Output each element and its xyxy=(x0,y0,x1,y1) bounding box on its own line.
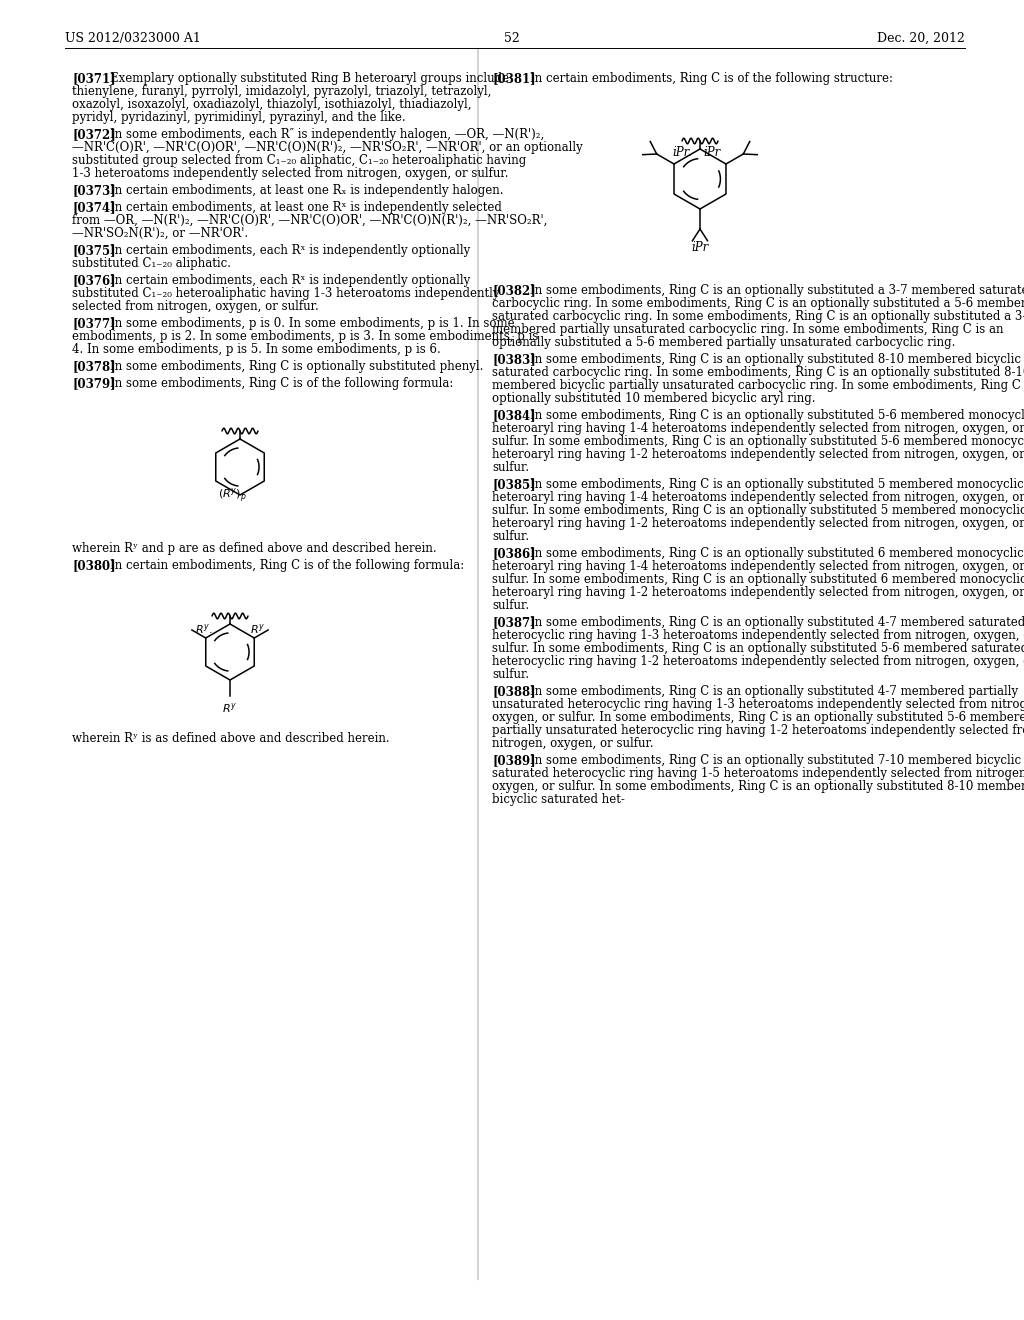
Text: wherein Rʸ and p are as defined above and described herein.: wherein Rʸ and p are as defined above an… xyxy=(72,543,436,554)
Text: 1-3 heteroatoms independently selected from nitrogen, oxygen, or sulfur.: 1-3 heteroatoms independently selected f… xyxy=(72,168,509,180)
Text: heteroaryl ring having 1-4 heteroatoms independently selected from nitrogen, oxy: heteroaryl ring having 1-4 heteroatoms i… xyxy=(492,491,1024,504)
Text: $R^y$: $R^y$ xyxy=(222,701,238,715)
Text: $R^y$: $R^y$ xyxy=(250,622,265,636)
Text: carbocyclic ring. In some embodiments, Ring C is an optionally substituted a 5-6: carbocyclic ring. In some embodiments, R… xyxy=(492,297,1024,310)
Text: heterocyclic ring having 1-2 heteroatoms independently selected from nitrogen, o: heterocyclic ring having 1-2 heteroatoms… xyxy=(492,655,1024,668)
Text: optionally substituted a 5-6 membered partially unsaturated carbocyclic ring.: optionally substituted a 5-6 membered pa… xyxy=(492,337,955,348)
Text: [0372]: [0372] xyxy=(72,128,116,141)
Text: saturated carbocyclic ring. In some embodiments, Ring C is an optionally substit: saturated carbocyclic ring. In some embo… xyxy=(492,366,1024,379)
Text: selected from nitrogen, oxygen, or sulfur.: selected from nitrogen, oxygen, or sulfu… xyxy=(72,300,318,313)
Text: [0383]: [0383] xyxy=(492,352,536,366)
Text: In some embodiments, Ring C is an optionally substituted 4-7 membered partially: In some embodiments, Ring C is an option… xyxy=(530,685,1018,698)
Text: —NR'SO₂N(R')₂, or —NR'OR'.: —NR'SO₂N(R')₂, or —NR'OR'. xyxy=(72,227,248,240)
Text: In certain embodiments, at least one Rₓ is independently halogen.: In certain embodiments, at least one Rₓ … xyxy=(110,183,504,197)
Text: pyridyl, pyridazinyl, pyrimidinyl, pyrazinyl, and the like.: pyridyl, pyridazinyl, pyrimidinyl, pyraz… xyxy=(72,111,406,124)
Text: Exemplary optionally substituted Ring B heteroaryl groups include: Exemplary optionally substituted Ring B … xyxy=(110,73,509,84)
Text: saturated heterocyclic ring having 1-5 heteroatoms independently selected from n: saturated heterocyclic ring having 1-5 h… xyxy=(492,767,1024,780)
Text: In certain embodiments, at least one Rˣ is independently selected: In certain embodiments, at least one Rˣ … xyxy=(110,201,502,214)
Text: substituted group selected from C₁₋₂₀ aliphatic, C₁₋₂₀ heteroaliphatic having: substituted group selected from C₁₋₂₀ al… xyxy=(72,154,526,168)
Text: [0380]: [0380] xyxy=(72,558,116,572)
Text: optionally substituted 10 membered bicyclic aryl ring.: optionally substituted 10 membered bicyc… xyxy=(492,392,815,405)
Text: nitrogen, oxygen, or sulfur.: nitrogen, oxygen, or sulfur. xyxy=(492,737,653,750)
Text: 4. In some embodiments, p is 5. In some embodiments, p is 6.: 4. In some embodiments, p is 5. In some … xyxy=(72,343,440,356)
Text: [0377]: [0377] xyxy=(72,317,116,330)
Text: sulfur.: sulfur. xyxy=(492,531,529,543)
Text: thienylene, furanyl, pyrrolyl, imidazolyl, pyrazolyl, triazolyl, tetrazolyl,: thienylene, furanyl, pyrrolyl, imidazoly… xyxy=(72,84,492,98)
Text: [0371]: [0371] xyxy=(72,73,116,84)
Text: sulfur.: sulfur. xyxy=(492,461,529,474)
Text: In some embodiments, Ring C is an optionally substituted a 3-7 membered saturate: In some embodiments, Ring C is an option… xyxy=(530,284,1024,297)
Text: membered partially unsaturated carbocyclic ring. In some embodiments, Ring C is : membered partially unsaturated carbocycl… xyxy=(492,323,1004,337)
Text: heteroaryl ring having 1-4 heteroatoms independently selected from nitrogen, oxy: heteroaryl ring having 1-4 heteroatoms i… xyxy=(492,560,1024,573)
Text: [0378]: [0378] xyxy=(72,360,116,374)
Text: [0376]: [0376] xyxy=(72,275,116,286)
Text: In some embodiments, Ring C is of the following formula:: In some embodiments, Ring C is of the fo… xyxy=(110,378,454,389)
Text: [0382]: [0382] xyxy=(492,284,536,297)
Text: partially unsaturated heterocyclic ring having 1-2 heteroatoms independently sel: partially unsaturated heterocyclic ring … xyxy=(492,723,1024,737)
Text: In some embodiments, p is 0. In some embodiments, p is 1. In some: In some embodiments, p is 0. In some emb… xyxy=(110,317,515,330)
Text: In some embodiments, Ring C is an optionally substituted 8-10 membered bicyclic: In some embodiments, Ring C is an option… xyxy=(530,352,1021,366)
Text: embodiments, p is 2. In some embodiments, p is 3. In some embodiments, p is: embodiments, p is 2. In some embodiments… xyxy=(72,330,539,343)
Text: $R^y.$: $R^y.$ xyxy=(195,622,213,636)
Text: heteroaryl ring having 1-4 heteroatoms independently selected from nitrogen, oxy: heteroaryl ring having 1-4 heteroatoms i… xyxy=(492,422,1024,436)
Text: In some embodiments, Ring C is an optionally substituted 6 membered monocyclic: In some embodiments, Ring C is an option… xyxy=(530,546,1024,560)
Text: iPr.: iPr. xyxy=(672,147,692,160)
Text: oxygen, or sulfur. In some embodiments, Ring C is an optionally substituted 8-10: oxygen, or sulfur. In some embodiments, … xyxy=(492,780,1024,793)
Text: sulfur. In some embodiments, Ring C is an optionally substituted 5-6 membered mo: sulfur. In some embodiments, Ring C is a… xyxy=(492,436,1024,447)
Text: [0389]: [0389] xyxy=(492,754,536,767)
Text: unsaturated heterocyclic ring having 1-3 heteroatoms independently selected from: unsaturated heterocyclic ring having 1-3… xyxy=(492,698,1024,711)
Text: wherein Rʸ is as defined above and described herein.: wherein Rʸ is as defined above and descr… xyxy=(72,733,389,744)
Text: sulfur.: sulfur. xyxy=(492,599,529,612)
Text: [0388]: [0388] xyxy=(492,685,536,698)
Text: sulfur.: sulfur. xyxy=(492,668,529,681)
Text: heteroaryl ring having 1-2 heteroatoms independently selected from nitrogen, oxy: heteroaryl ring having 1-2 heteroatoms i… xyxy=(492,586,1024,599)
Text: In some embodiments, each R″ is independently halogen, —OR, —N(R')₂,: In some embodiments, each R″ is independ… xyxy=(110,128,544,141)
Text: [0387]: [0387] xyxy=(492,616,536,630)
Text: sulfur. In some embodiments, Ring C is an optionally substituted 5-6 membered sa: sulfur. In some embodiments, Ring C is a… xyxy=(492,642,1024,655)
Text: $(R^y)_p$: $(R^y)_p$ xyxy=(218,487,247,506)
Text: saturated carbocyclic ring. In some embodiments, Ring C is an optionally substit: saturated carbocyclic ring. In some embo… xyxy=(492,310,1024,323)
Text: [0373]: [0373] xyxy=(72,183,116,197)
Text: In some embodiments, Ring C is an optionally substituted 5 membered monocyclic: In some embodiments, Ring C is an option… xyxy=(530,478,1024,491)
Text: Dec. 20, 2012: Dec. 20, 2012 xyxy=(878,32,965,45)
Text: In certain embodiments, Ring C is of the following formula:: In certain embodiments, Ring C is of the… xyxy=(110,558,464,572)
Text: substituted C₁₋₂₀ aliphatic.: substituted C₁₋₂₀ aliphatic. xyxy=(72,257,231,271)
Text: iPr: iPr xyxy=(703,147,721,160)
Text: substituted C₁₋₂₀ heteroaliphatic having 1-3 heteroatoms independently: substituted C₁₋₂₀ heteroaliphatic having… xyxy=(72,286,500,300)
Text: In certain embodiments, each Rˣ is independently optionally: In certain embodiments, each Rˣ is indep… xyxy=(110,275,470,286)
Text: In some embodiments, Ring C is an optionally substituted 7-10 membered bicyclic: In some embodiments, Ring C is an option… xyxy=(530,754,1021,767)
Text: [0379]: [0379] xyxy=(72,378,116,389)
Text: [0375]: [0375] xyxy=(72,244,116,257)
Text: —NR'C(O)R', —NR'C(O)OR', —NR'C(O)N(R')₂, —NR'SO₂R', —NR'OR', or an optionally: —NR'C(O)R', —NR'C(O)OR', —NR'C(O)N(R')₂,… xyxy=(72,141,583,154)
Text: oxygen, or sulfur. In some embodiments, Ring C is an optionally substituted 5-6 : oxygen, or sulfur. In some embodiments, … xyxy=(492,711,1024,723)
Text: [0385]: [0385] xyxy=(492,478,536,491)
Text: iPr: iPr xyxy=(691,242,709,253)
Text: [0374]: [0374] xyxy=(72,201,116,214)
Text: heteroaryl ring having 1-2 heteroatoms independently selected from nitrogen, oxy: heteroaryl ring having 1-2 heteroatoms i… xyxy=(492,447,1024,461)
Text: heteroaryl ring having 1-2 heteroatoms independently selected from nitrogen, oxy: heteroaryl ring having 1-2 heteroatoms i… xyxy=(492,517,1024,531)
Text: In some embodiments, Ring C is an optionally substituted 5-6 membered monocyclic: In some embodiments, Ring C is an option… xyxy=(530,409,1024,422)
Text: oxazolyl, isoxazolyl, oxadiazolyl, thiazolyl, isothiazolyl, thiadiazolyl,: oxazolyl, isoxazolyl, oxadiazolyl, thiaz… xyxy=(72,98,471,111)
Text: membered bicyclic partially unsaturated carbocyclic ring. In some embodiments, R: membered bicyclic partially unsaturated … xyxy=(492,379,1024,392)
Text: 52: 52 xyxy=(504,32,520,45)
Text: In certain embodiments, Ring C is of the following structure:: In certain embodiments, Ring C is of the… xyxy=(530,73,893,84)
Text: [0381]: [0381] xyxy=(492,73,536,84)
Text: from —OR, —N(R')₂, —NR'C(O)R', —NR'C(O)OR', —NR'C(O)N(R')₂, —NR'SO₂R',: from —OR, —N(R')₂, —NR'C(O)R', —NR'C(O)O… xyxy=(72,214,548,227)
Text: [0386]: [0386] xyxy=(492,546,536,560)
Text: US 2012/0323000 A1: US 2012/0323000 A1 xyxy=(65,32,201,45)
Text: sulfur. In some embodiments, Ring C is an optionally substituted 5 membered mono: sulfur. In some embodiments, Ring C is a… xyxy=(492,504,1024,517)
Text: bicyclic saturated het-: bicyclic saturated het- xyxy=(492,793,625,807)
Text: In some embodiments, Ring C is an optionally substituted 4-7 membered saturated: In some embodiments, Ring C is an option… xyxy=(530,616,1024,630)
Text: [0384]: [0384] xyxy=(492,409,536,422)
Text: In certain embodiments, each Rˣ is independently optionally: In certain embodiments, each Rˣ is indep… xyxy=(110,244,470,257)
Text: sulfur. In some embodiments, Ring C is an optionally substituted 6 membered mono: sulfur. In some embodiments, Ring C is a… xyxy=(492,573,1024,586)
Text: In some embodiments, Ring C is optionally substituted phenyl.: In some embodiments, Ring C is optionall… xyxy=(110,360,483,374)
Text: heterocyclic ring having 1-3 heteroatoms independently selected from nitrogen, o: heterocyclic ring having 1-3 heteroatoms… xyxy=(492,630,1024,642)
